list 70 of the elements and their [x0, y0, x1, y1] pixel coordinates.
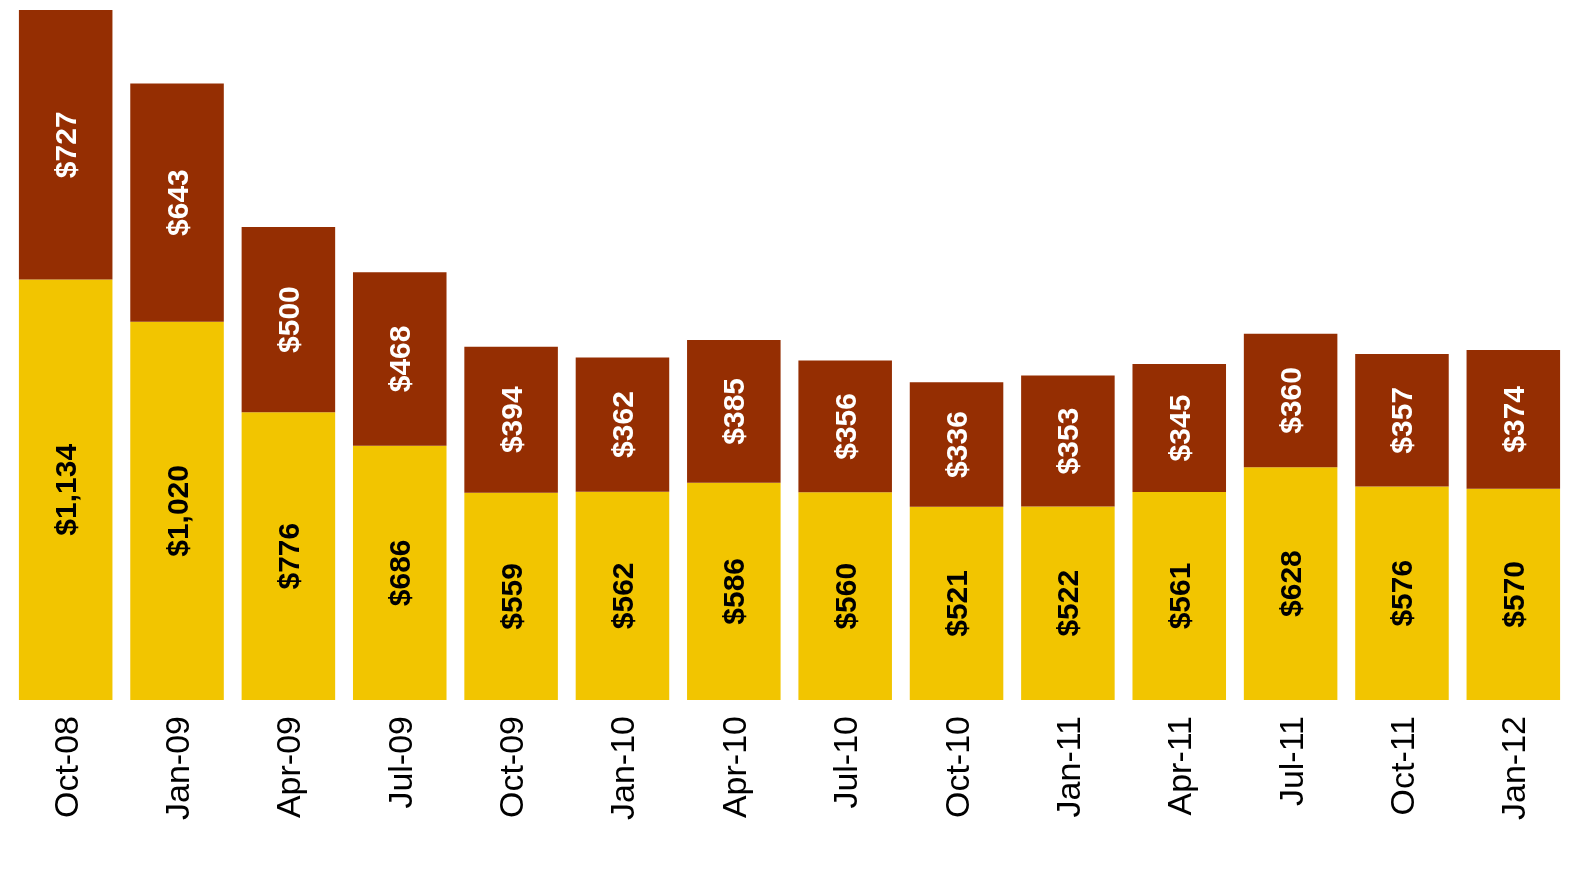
bar — [241, 226, 336, 413]
data-label: $727 — [49, 111, 83, 179]
data-label: $570 — [1496, 560, 1530, 628]
data-label: $500 — [271, 286, 305, 353]
bar — [575, 491, 670, 700]
bar — [1021, 375, 1115, 507]
data-label: $357 — [1385, 386, 1419, 454]
data-label: $560 — [828, 562, 862, 630]
bar — [1132, 492, 1227, 700]
x-tick-label: Jan-09 — [158, 716, 197, 820]
x-tick-label: Oct-11 — [1382, 716, 1421, 816]
data-label: $776 — [271, 522, 305, 590]
x-tick-label: Jul-10 — [826, 716, 865, 809]
data-label: $561 — [1162, 562, 1196, 630]
bar — [18, 10, 113, 280]
bar — [130, 321, 224, 700]
x-tick-label: Apr-11 — [1160, 716, 1199, 816]
bar — [687, 482, 781, 700]
x-tick-label: Apr-09 — [269, 716, 308, 819]
x-tick-label: Jul-09 — [380, 716, 419, 809]
data-label: $686 — [383, 539, 417, 607]
bar — [352, 272, 447, 446]
data-label: $360 — [1274, 367, 1308, 434]
x-tick-label: Jan-11 — [1048, 716, 1087, 818]
bar — [1243, 467, 1338, 700]
data-label: $643 — [160, 169, 194, 236]
x-tick-label: Oct-09 — [492, 716, 531, 819]
data-label: $356 — [828, 393, 862, 460]
x-tick-label: Apr-10 — [714, 716, 753, 819]
bar — [18, 279, 113, 700]
x-tick-label: Oct-10 — [937, 716, 976, 819]
bar — [1021, 506, 1115, 700]
x-tick-label: Oct-08 — [46, 716, 85, 819]
bar — [1355, 486, 1449, 700]
bar — [352, 445, 447, 700]
data-label: $521 — [940, 570, 974, 637]
bar — [798, 492, 892, 700]
bar — [241, 412, 336, 700]
bar — [1243, 333, 1338, 468]
data-label: $576 — [1385, 559, 1419, 627]
data-label: $522 — [1051, 569, 1085, 637]
data-label: $628 — [1274, 550, 1308, 617]
data-label: $562 — [605, 562, 639, 630]
bar — [464, 492, 558, 700]
data-label: $394 — [494, 386, 528, 454]
bar — [575, 357, 670, 492]
data-label: $468 — [383, 325, 417, 393]
bar — [1132, 364, 1227, 492]
x-tick-label: Jan-10 — [603, 716, 642, 820]
bar — [464, 346, 558, 493]
data-label: $1,020 — [160, 465, 194, 557]
bar — [1466, 349, 1561, 489]
bar — [798, 360, 892, 493]
x-tick-label: Jan-12 — [1494, 716, 1533, 820]
data-label: $559 — [494, 563, 528, 630]
data-label: $586 — [717, 557, 751, 625]
bar — [909, 382, 1004, 507]
bar — [909, 506, 1004, 700]
data-label: $353 — [1051, 407, 1085, 475]
bar — [1466, 488, 1561, 700]
data-label: $336 — [940, 411, 974, 478]
bar — [130, 83, 224, 322]
data-label: $362 — [605, 391, 639, 458]
data-label: $345 — [1162, 394, 1196, 462]
x-tick-label: Jul-11 — [1271, 716, 1310, 807]
data-label: $385 — [717, 377, 751, 445]
bar — [687, 339, 781, 483]
data-label: $1,134 — [49, 443, 83, 536]
bar — [1355, 354, 1449, 487]
data-label: $374 — [1496, 385, 1530, 453]
